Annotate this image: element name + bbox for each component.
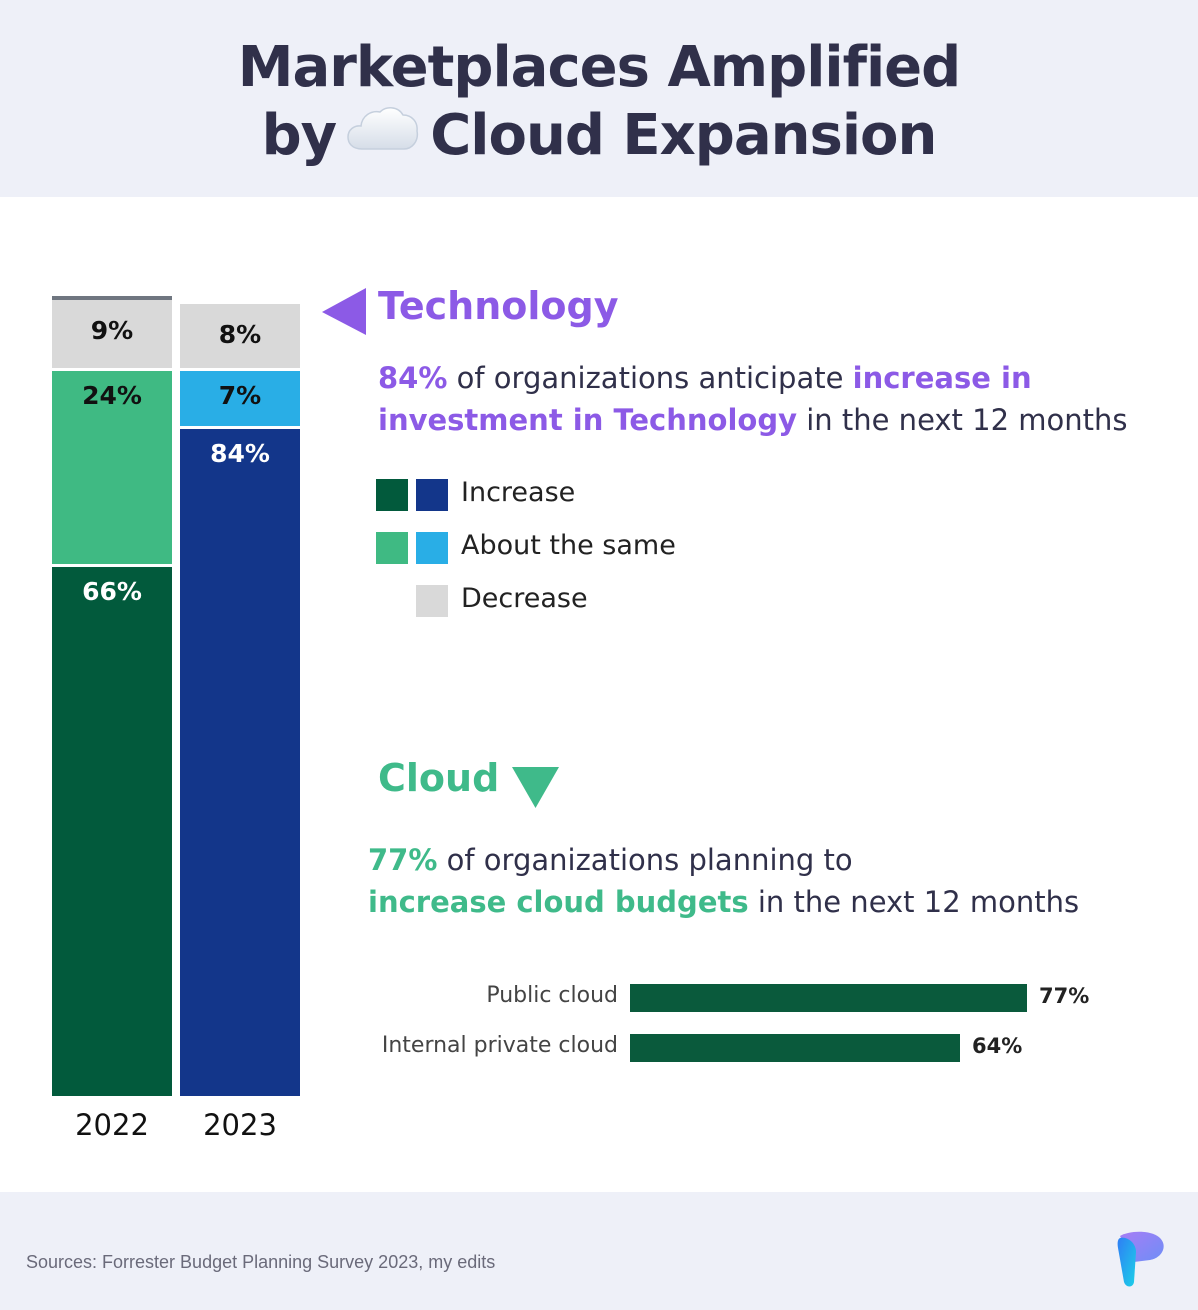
hbar-private-cloud bbox=[630, 1034, 960, 1062]
bar-2023-decrease bbox=[180, 304, 300, 368]
cloud-text: 77% of organizations planning to increase… bbox=[368, 839, 1168, 923]
technology-text: 84% of organizations anticipate increase… bbox=[378, 357, 1178, 441]
technology-stat: 84% bbox=[378, 361, 448, 395]
x-tick-2022: 2022 bbox=[75, 1108, 149, 1142]
page-title-line1: Marketplaces Amplified bbox=[237, 35, 962, 100]
legend-swatch-same-2023 bbox=[416, 532, 448, 564]
title-cloud-expansion: Cloud Expansion bbox=[430, 103, 937, 168]
legend-label-about-same: About the same bbox=[461, 530, 676, 561]
hbar-label-private-cloud: Internal private cloud bbox=[381, 1033, 618, 1058]
bar-2022-increase-label: 66% bbox=[82, 576, 142, 606]
bar-2022-decrease bbox=[52, 296, 172, 369]
technology-highlight2: investment in Technology bbox=[378, 403, 797, 437]
bar-2022-top-line bbox=[52, 296, 172, 300]
bar-2022-same-label: 24% bbox=[82, 381, 142, 411]
legend-swatch-same-2022 bbox=[376, 532, 408, 564]
cloud-text-part1: of organizations planning to bbox=[437, 843, 853, 877]
cloud-icon bbox=[346, 103, 420, 167]
footer-banner bbox=[0, 1192, 1198, 1310]
bar-2022-about-same bbox=[52, 371, 172, 564]
bar-2023-decrease-label: 8% bbox=[218, 319, 262, 349]
bar-2023-increase bbox=[180, 429, 300, 1096]
title-by: by bbox=[261, 103, 338, 168]
bar-2023: 8% 7% 84% bbox=[180, 304, 300, 1096]
bar-2022: 9% 24% 66% bbox=[52, 296, 172, 1096]
bar-2023-same-label: 7% bbox=[218, 380, 262, 410]
hbar-value-private-cloud: 64% bbox=[971, 1034, 1023, 1058]
x-tick-2023: 2023 bbox=[203, 1108, 277, 1142]
header-banner bbox=[0, 0, 1198, 197]
page-title-line2: by Cloud Expansion bbox=[0, 104, 1198, 171]
triangle-left-icon bbox=[322, 288, 366, 335]
source-note: Sources: Forrester Budget Planning Surve… bbox=[26, 1252, 496, 1272]
bar-2023-about-same bbox=[180, 370, 300, 427]
cloud-highlight: increase cloud budgets bbox=[368, 885, 749, 919]
bar-2023-increase-label: 84% bbox=[210, 439, 270, 469]
legend-label-decrease: Decrease bbox=[461, 583, 588, 614]
bar-2022-decrease-label: 9% bbox=[90, 316, 134, 346]
brand-logo-icon bbox=[1117, 1231, 1164, 1287]
cloud-title: Cloud bbox=[378, 756, 500, 800]
legend-swatch-increase-2022 bbox=[376, 479, 408, 511]
triangle-down-icon bbox=[512, 767, 559, 808]
legend-label-increase: Increase bbox=[461, 477, 576, 508]
technology-highlight1: increase in bbox=[852, 361, 1032, 395]
cloud-stat: 77% bbox=[368, 843, 438, 877]
hbar-public-cloud bbox=[630, 984, 1027, 1012]
technology-title: Technology bbox=[378, 284, 619, 328]
hbar-label-public-cloud: Public cloud bbox=[486, 983, 618, 1008]
hbar-value-public-cloud: 77% bbox=[1039, 984, 1090, 1008]
bar-2022-increase bbox=[52, 566, 172, 1096]
technology-text-part1: of organizations anticipate bbox=[447, 361, 853, 395]
technology-text-part2: in the next 12 months bbox=[797, 403, 1128, 437]
legend-swatch-decrease bbox=[416, 585, 448, 617]
legend-swatch-increase-2023 bbox=[416, 479, 448, 511]
cloud-text-part2: in the next 12 months bbox=[748, 885, 1080, 919]
